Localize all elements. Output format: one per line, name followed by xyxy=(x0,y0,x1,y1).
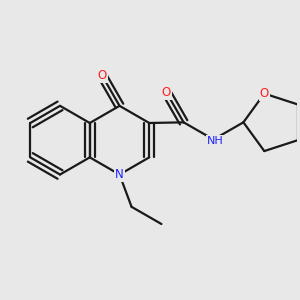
Text: O: O xyxy=(162,86,171,99)
Text: O: O xyxy=(260,87,269,100)
Text: N: N xyxy=(115,168,124,181)
Text: O: O xyxy=(98,69,107,82)
Text: NH: NH xyxy=(207,136,224,146)
